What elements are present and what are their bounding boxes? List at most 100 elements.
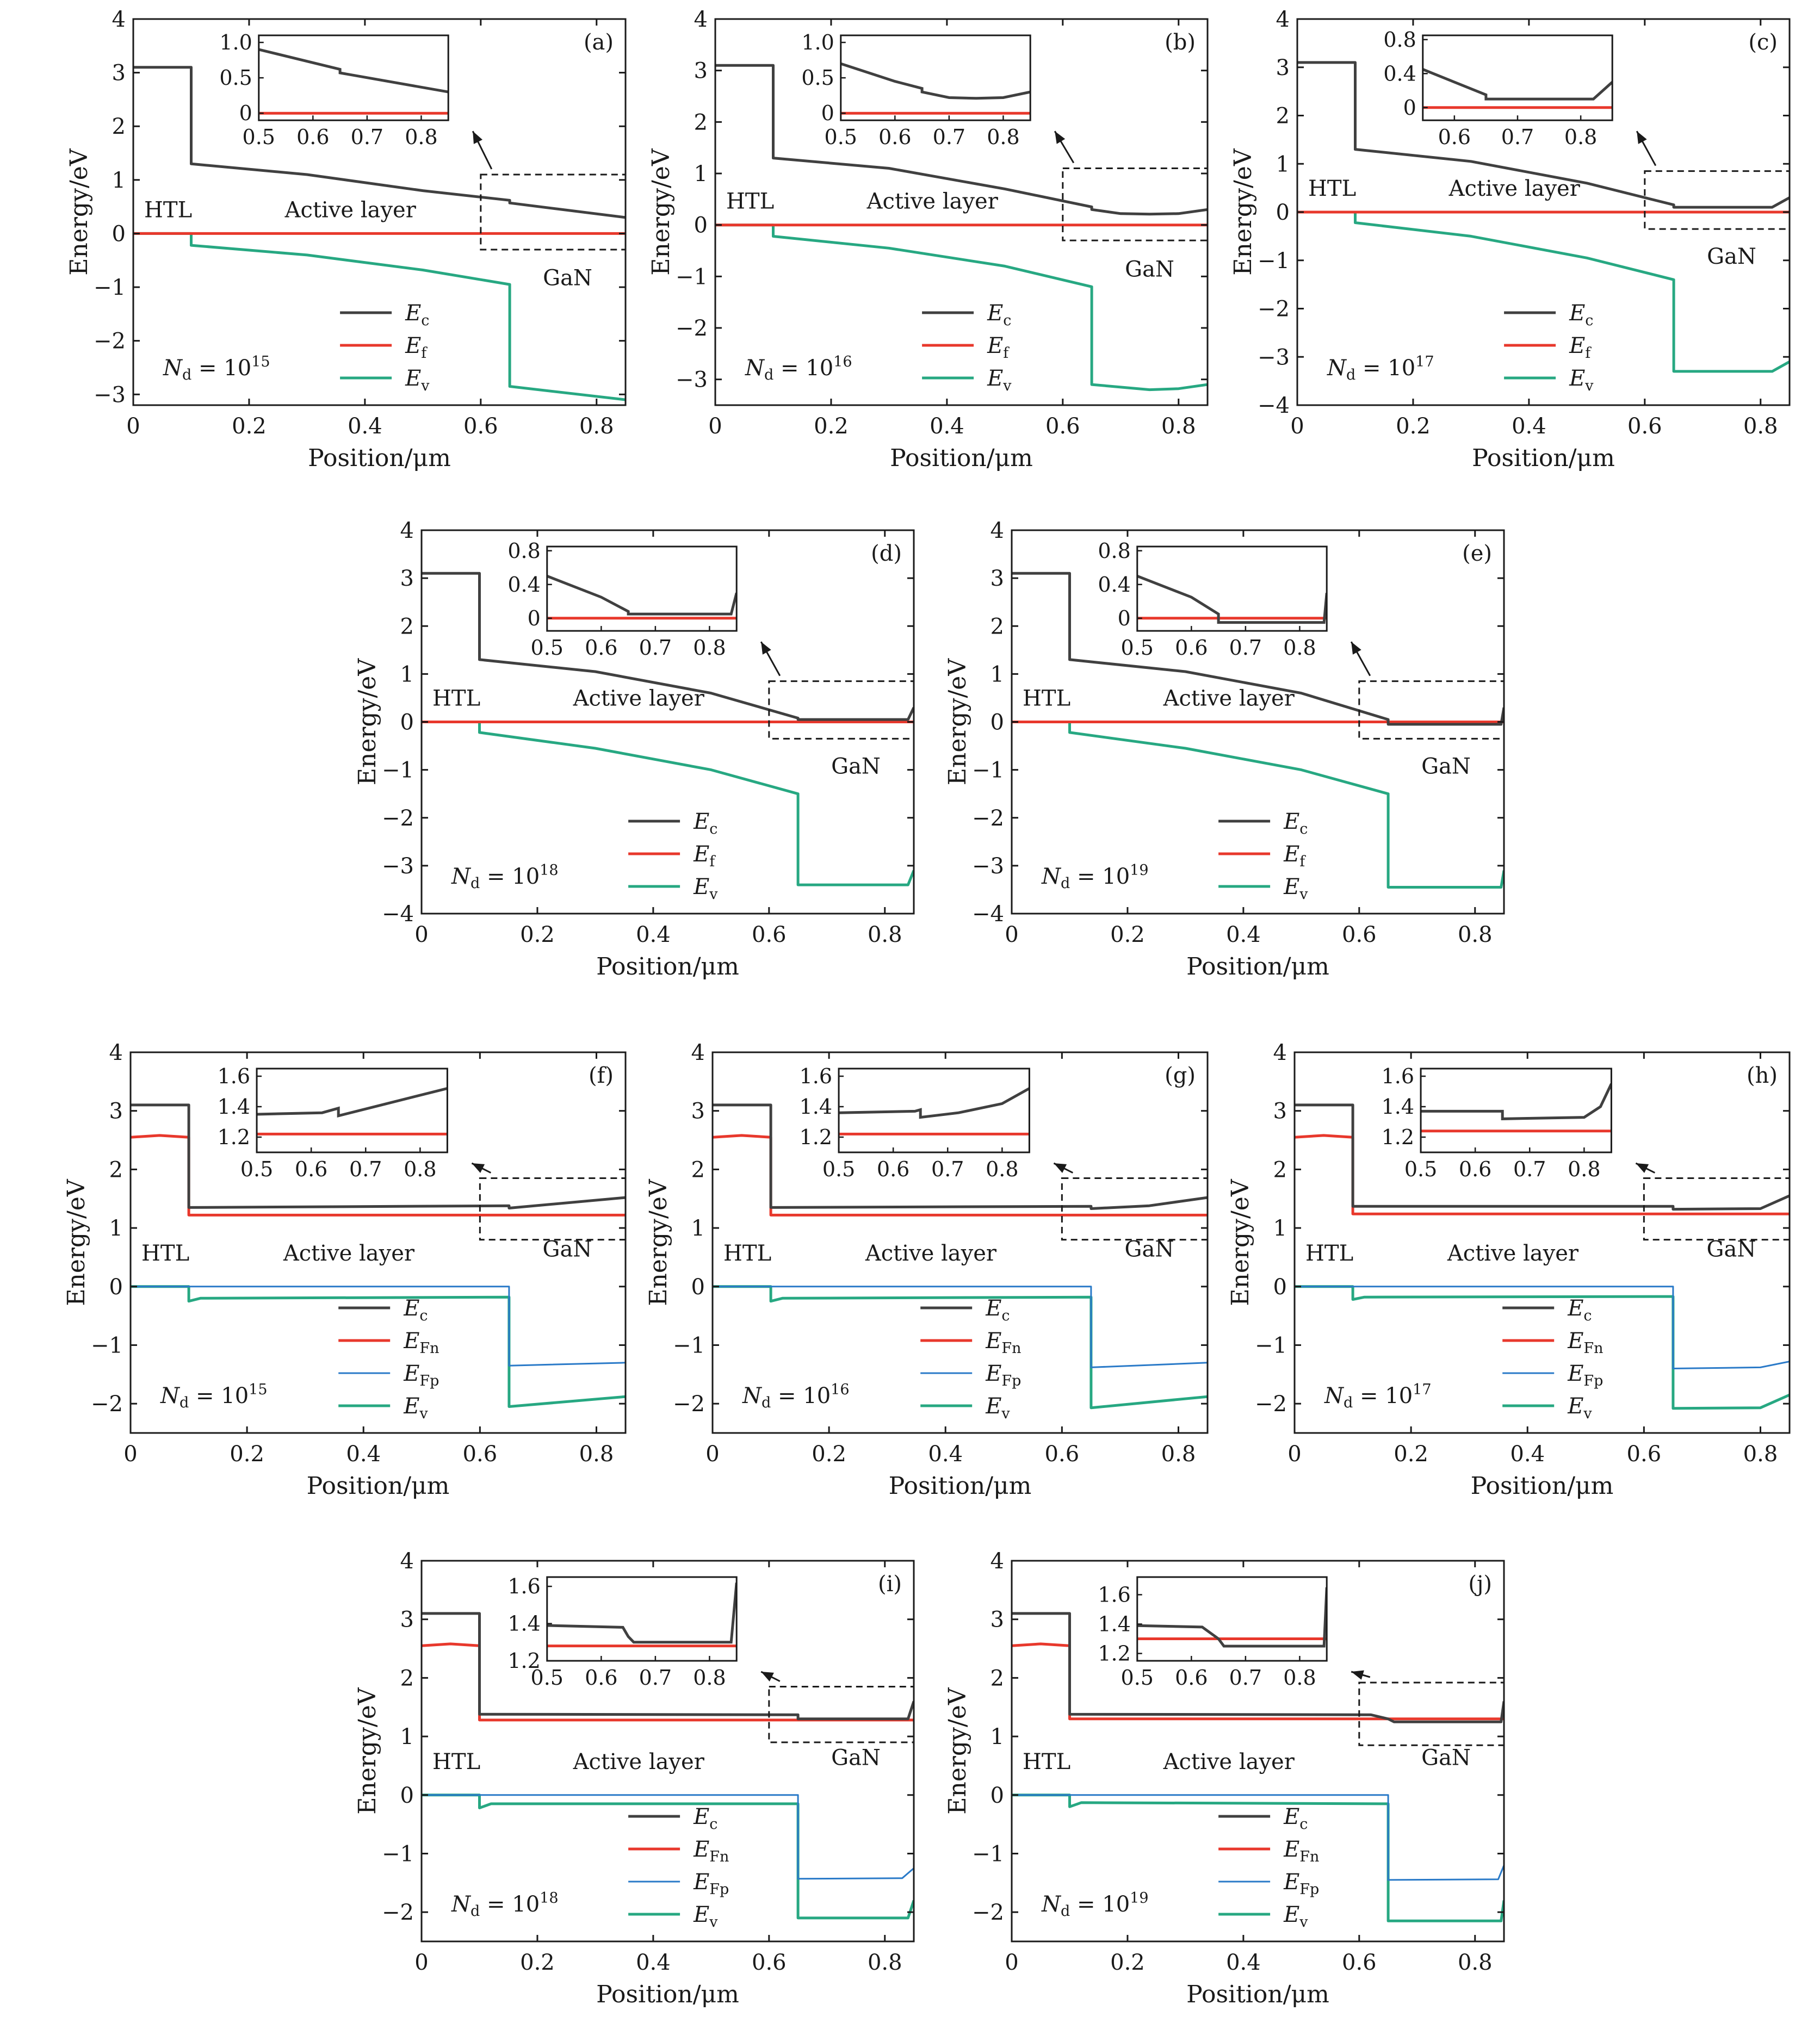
inset-plot: 1.61.41.20.5 0.6 0.7 0.8 bbox=[1098, 1576, 1328, 1690]
series-ec-line bbox=[713, 1103, 1208, 1210]
x-tick-label: 0.6 bbox=[1342, 1950, 1377, 1975]
region-label-active: Active layer bbox=[1163, 1749, 1295, 1774]
region-label-gan: GaN bbox=[1707, 244, 1756, 269]
region-label-active: Active layer bbox=[1448, 176, 1581, 201]
inset-x-tick-label: 0.7 bbox=[639, 1666, 672, 1690]
y-tick-label: 1 bbox=[991, 662, 1004, 687]
panel-b: −3 −2 −1 0 1 2 3 4 0 0.2 0.4 0.6 0.8 Position/μm Energ… bbox=[647, 7, 1209, 472]
y-axis-title: Energy/eV bbox=[645, 1178, 672, 1306]
inset-x-tick-label: 0.5 bbox=[825, 125, 857, 149]
inset-frame bbox=[546, 1576, 738, 1662]
series-ec-line bbox=[1295, 1103, 1790, 1211]
region-label-htl: HTL bbox=[432, 1749, 480, 1774]
doping-label: Nd = 1016 bbox=[742, 1381, 850, 1411]
inset-y-tick-label: 0.5 bbox=[801, 66, 834, 90]
y-tick-label: −2 bbox=[1258, 297, 1290, 322]
region-label-active: Active layer bbox=[284, 197, 417, 222]
x-tick-label: 0.6 bbox=[463, 414, 498, 439]
x-tick-label: 0.6 bbox=[1627, 414, 1662, 439]
legend-label-efn: EFn bbox=[403, 1329, 439, 1357]
series-efp-line bbox=[713, 1286, 1208, 1368]
inset-y-tick-label: 1.4 bbox=[218, 1095, 250, 1119]
legend-label-efp: EFp bbox=[1283, 1870, 1319, 1898]
plot-frame bbox=[129, 1051, 627, 1434]
zoom-region-box bbox=[1643, 1177, 1791, 1241]
inset-y-tick-label: 1.4 bbox=[507, 1612, 540, 1636]
region-label-gan: GaN bbox=[543, 265, 592, 290]
inset-frame bbox=[1420, 1068, 1612, 1153]
legend-label-ec: Ec bbox=[985, 1296, 1010, 1324]
y-tick-label: 3 bbox=[112, 61, 126, 86]
y-tick-label: −3 bbox=[382, 854, 414, 879]
inset-x-tick-label: 0.7 bbox=[1513, 1157, 1546, 1181]
doping-label: Nd = 1017 bbox=[1327, 353, 1434, 383]
zoom-arrow-head bbox=[1351, 1670, 1364, 1680]
y-tick-label: 4 bbox=[991, 518, 1004, 543]
panel-letter: (e) bbox=[1462, 541, 1492, 566]
inset-y-tick-label: 0.8 bbox=[507, 539, 540, 563]
y-tick-label: −2 bbox=[382, 1900, 414, 1925]
legend-label-efn: EFn bbox=[985, 1329, 1021, 1357]
zoom-region-box bbox=[1061, 1177, 1209, 1241]
x-tick-label: 0.8 bbox=[868, 1950, 902, 1975]
zoom-region-box bbox=[1358, 1681, 1505, 1746]
inset-x-tick-label: 0.5 bbox=[1404, 1157, 1437, 1181]
panel-letter: (h) bbox=[1747, 1063, 1778, 1088]
x-tick-label: 0 bbox=[708, 414, 722, 439]
x-tick-label: 0.4 bbox=[1226, 1950, 1261, 1975]
y-tick-label: 1 bbox=[109, 1216, 123, 1241]
panel-letter: (j) bbox=[1468, 1572, 1492, 1597]
y-tick-label: 2 bbox=[691, 1157, 705, 1182]
x-tick-label: 0.6 bbox=[752, 922, 787, 947]
series-ec-line bbox=[422, 1612, 914, 1721]
inset-y-tick-label: 0.4 bbox=[1383, 61, 1416, 85]
inset-plot: 1.61.41.20.5 0.6 0.7 0.8 bbox=[218, 1064, 448, 1181]
x-tick-label: 0.8 bbox=[1458, 1950, 1493, 1975]
zoom-region-box bbox=[1062, 167, 1209, 241]
inset-series-ec-line bbox=[258, 48, 449, 94]
inset-y-tick-label: 1.6 bbox=[1382, 1064, 1414, 1088]
legend-label-efn: EFn bbox=[1283, 1837, 1319, 1865]
region-label-gan: GaN bbox=[1707, 1237, 1756, 1262]
inset-x-tick-label: 0.7 bbox=[349, 1157, 382, 1181]
inset-x-tick-label: 0.7 bbox=[1229, 1666, 1262, 1690]
x-tick-label: 0.6 bbox=[1045, 414, 1080, 439]
doping-label: Nd = 1017 bbox=[1324, 1381, 1432, 1411]
inset-x-tick-label: 0.7 bbox=[931, 1157, 964, 1181]
region-label-htl: HTL bbox=[1023, 1749, 1070, 1774]
series-efp-line bbox=[1012, 1794, 1504, 1881]
y-tick-label: 1 bbox=[400, 1724, 414, 1749]
inset-y-tick-label: 0 bbox=[239, 101, 252, 125]
region-label-htl: HTL bbox=[432, 686, 480, 711]
legend-label-ef: Ef bbox=[693, 842, 716, 870]
legend-label-ec: Ec bbox=[1567, 1296, 1592, 1324]
y-tick-label: −1 bbox=[1258, 249, 1290, 274]
x-tick-label: 0.8 bbox=[1743, 414, 1778, 439]
inset-x-tick-label: 0.8 bbox=[1564, 125, 1597, 149]
panel-i: −2 −1 0 1 2 3 4 0 0.2 0.4 0.6 0.8 Position/μm Energy/… bbox=[354, 1549, 915, 2008]
y-tick-label: −1 bbox=[1255, 1333, 1287, 1358]
panel-letter: (i) bbox=[878, 1572, 902, 1597]
y-tick-label: −3 bbox=[94, 382, 126, 407]
inset-y-tick-label: 1.2 bbox=[218, 1125, 250, 1149]
x-tick-label: 0.2 bbox=[232, 414, 267, 439]
inset-series-ec-line bbox=[1421, 1083, 1612, 1120]
inset-plot: 1.00.500.5 0.6 0.7 0.8 bbox=[801, 30, 1031, 149]
y-tick-label: −1 bbox=[91, 1333, 123, 1358]
inset-x-tick-label: 0.8 bbox=[987, 125, 1019, 149]
inset-y-tick-label: 1.4 bbox=[1382, 1095, 1414, 1119]
y-tick-label: 3 bbox=[991, 566, 1004, 591]
zoom-arrow-head bbox=[473, 131, 483, 144]
y-tick-label: 1 bbox=[1273, 1216, 1287, 1241]
y-tick-label: −3 bbox=[676, 368, 708, 393]
y-tick-label: 3 bbox=[991, 1608, 1004, 1633]
legend-label-efp: EFp bbox=[693, 1870, 729, 1898]
plot-frame bbox=[1293, 1051, 1791, 1434]
region-label-gan: GaN bbox=[1421, 1745, 1471, 1770]
zoom-arrow-head bbox=[1637, 131, 1647, 144]
region-label-htl: HTL bbox=[1308, 176, 1356, 201]
legend-label-efp: EFp bbox=[1567, 1361, 1603, 1389]
inset-plot: 0.8 0.4 0 0.6 0.7 0.8 bbox=[1383, 28, 1613, 149]
inset-y-tick-label: 1.6 bbox=[800, 1064, 832, 1088]
panel-letter: (c) bbox=[1748, 30, 1778, 55]
